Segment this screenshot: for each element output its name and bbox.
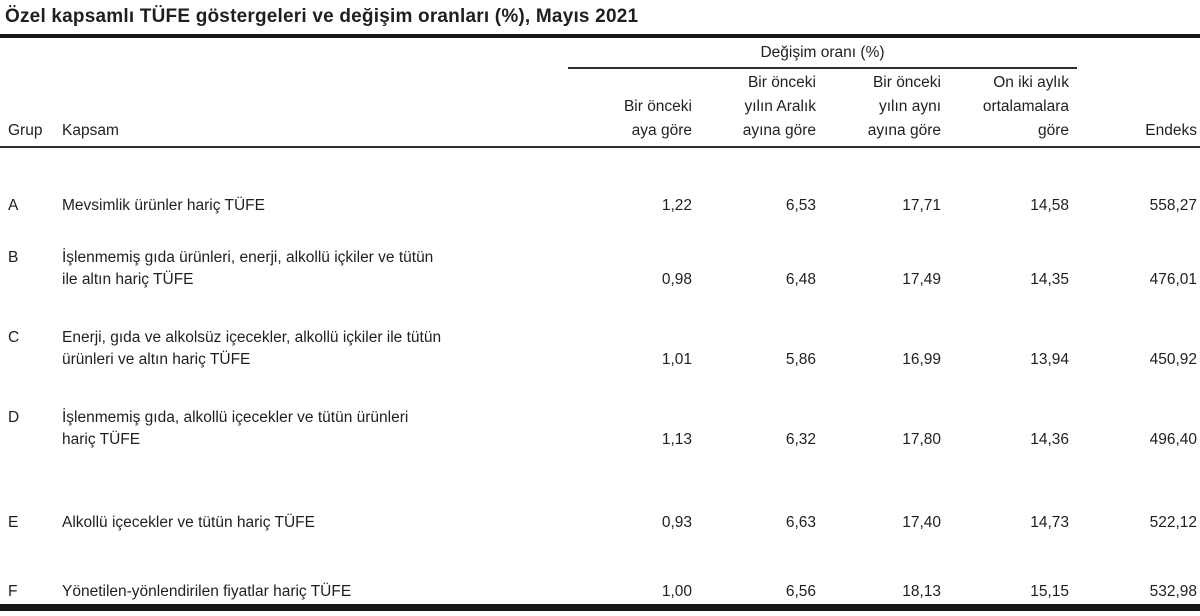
column-header-twelve-month-average: On iki aylık ortalamalara göre — [899, 71, 1069, 143]
table-row-b: B İşlenmemiş gıda ürünleri, enerji, alko… — [8, 247, 1197, 291]
twelve-month-avg-change-cell: 15,15 — [1030, 583, 1069, 600]
index-cell: 496,40 — [1149, 431, 1197, 448]
header-line: Bir önceki — [872, 74, 941, 91]
column-header-group: Grup — [8, 122, 43, 139]
scope-cell: Yönetilen-yönlendirilen fiyatlar hariç T… — [62, 583, 352, 600]
table-row-c: C Enerji, gıda ve alkolsüz içecekler, al… — [8, 327, 1197, 371]
group-cell: E — [8, 514, 19, 531]
scope-cell: Alkollü içecekler ve tütün hariç TÜFE — [62, 514, 315, 531]
index-cell: 476,01 — [1149, 271, 1197, 288]
column-header-same-month-previous-year: Bir önceki yılın aynı ayına göre — [771, 71, 941, 143]
header-line: On iki aylık — [993, 74, 1069, 91]
index-cell: 558,27 — [1149, 197, 1197, 214]
annual-change-cell: 17,71 — [902, 197, 941, 214]
header-line: göre — [1037, 122, 1069, 139]
header-line: ortalamalara — [982, 98, 1069, 115]
span-header-underline — [568, 67, 1077, 69]
monthly-change-cell: 1,22 — [661, 197, 692, 214]
header-separator-line — [0, 146, 1200, 148]
twelve-month-avg-change-cell: 14,73 — [1030, 514, 1069, 531]
scope-cell: İşlenmemiş gıda ürünleri, enerji, alkoll… — [62, 249, 434, 288]
annual-change-cell: 17,80 — [902, 431, 941, 448]
page-title: Özel kapsamlı TÜFE göstergeleri ve değiş… — [5, 6, 639, 27]
header-line: yılın Aralık — [744, 98, 817, 115]
index-cell: 450,92 — [1149, 351, 1197, 368]
annual-change-cell: 17,49 — [902, 271, 941, 288]
since-december-change-cell: 6,56 — [785, 583, 816, 600]
column-header-scope: Kapsam — [62, 122, 119, 139]
group-cell: B — [8, 249, 19, 266]
group-cell: D — [8, 409, 20, 426]
monthly-change-cell: 0,98 — [661, 271, 692, 288]
column-header-previous-month: Bir önceki aya göre — [522, 95, 692, 143]
scope-cell: İşlenmemiş gıda, alkollü içecekler ve tü… — [62, 409, 409, 448]
header-line: yılın aynı — [878, 98, 941, 115]
since-december-change-cell: 6,32 — [785, 431, 816, 448]
index-cell: 522,12 — [1149, 514, 1197, 531]
table-row-e: E Alkollü içecekler ve tütün hariç TÜFE … — [8, 512, 1197, 534]
header-line: ayına göre — [742, 122, 816, 139]
group-cell: F — [8, 583, 18, 600]
title-underline — [0, 34, 1200, 38]
group-cell: A — [8, 197, 19, 214]
table-bottom-line — [0, 604, 1200, 611]
since-december-change-cell: 6,63 — [785, 514, 816, 531]
group-cell: C — [8, 329, 20, 346]
annual-change-cell: 17,40 — [902, 514, 941, 531]
index-cell: 532,98 — [1149, 583, 1197, 600]
since-december-change-cell: 6,48 — [785, 271, 816, 288]
table-row-d: D İşlenmemiş gıda, alkollü içecekler ve … — [8, 407, 1197, 451]
header-line: Bir önceki — [623, 98, 692, 115]
monthly-change-cell: 1,01 — [661, 351, 692, 368]
monthly-change-cell: 0,93 — [661, 514, 692, 531]
header-line: ayına göre — [867, 122, 941, 139]
since-december-change-cell: 5,86 — [785, 351, 816, 368]
column-header-since-december: Bir önceki yılın Aralık ayına göre — [646, 71, 816, 143]
twelve-month-avg-change-cell: 14,36 — [1030, 431, 1069, 448]
twelve-month-avg-change-cell: 14,58 — [1030, 197, 1069, 214]
change-rate-span-header: Değişim oranı (%) — [760, 44, 885, 61]
table-row-f: F Yönetilen-yönlendirilen fiyatlar hariç… — [8, 581, 1197, 603]
header-line: aya göre — [631, 122, 692, 139]
annual-change-cell: 18,13 — [902, 583, 941, 600]
scope-cell: Enerji, gıda ve alkolsüz içecekler, alko… — [62, 329, 442, 368]
monthly-change-cell: 1,00 — [661, 583, 692, 600]
twelve-month-avg-change-cell: 13,94 — [1030, 351, 1069, 368]
monthly-change-cell: 1,13 — [661, 431, 692, 448]
twelve-month-avg-change-cell: 14,35 — [1030, 271, 1069, 288]
scope-cell: Mevsimlik ürünler hariç TÜFE — [62, 197, 265, 214]
column-header-index: Endeks — [1145, 122, 1197, 139]
header-line: Bir önceki — [747, 74, 816, 91]
table-row-a: A Mevsimlik ürünler hariç TÜFE 1,22 6,53… — [8, 195, 1197, 217]
since-december-change-cell: 6,53 — [785, 197, 816, 214]
annual-change-cell: 16,99 — [902, 351, 941, 368]
